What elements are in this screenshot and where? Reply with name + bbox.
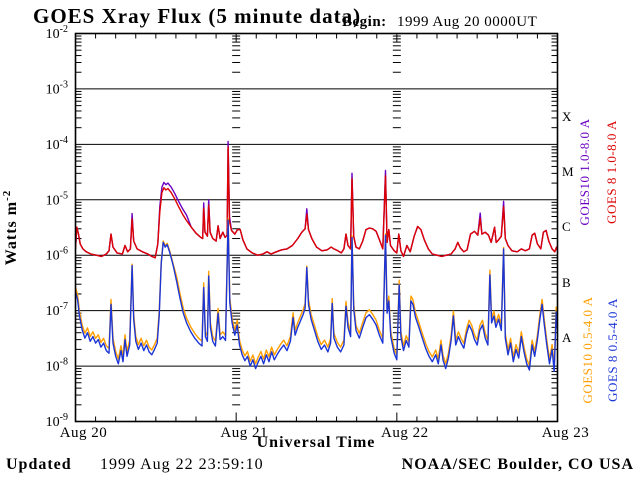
flare-class-b-label: B: [562, 275, 571, 290]
plot-frame: [74, 32, 559, 423]
x-axis-tick-label: Aug 21: [220, 425, 268, 441]
updated-timestamp: 1999 Aug 22 23:59:10: [100, 456, 264, 473]
legend-goes10-short: GOES10 0.5-4.0 A: [580, 296, 595, 403]
legend-goes8-long: GOES 8 1.0-8.0 A: [604, 120, 619, 224]
x-axis-tick-label: Aug 20: [60, 425, 108, 441]
y-axis-tick-label: 10-9: [46, 412, 68, 430]
y-axis-tick-label: 10-6: [46, 246, 68, 264]
y-axis-tick-label: 10-2: [46, 24, 68, 42]
credit-text: NOAA/SEC Boulder, CO USA: [402, 456, 634, 473]
series-line-goes8_long: [75, 146, 558, 259]
y-axis-tick-label: 10-7: [46, 301, 68, 319]
x-axis-tick-label: Aug 22: [381, 425, 429, 441]
flare-class-c-label: C: [562, 219, 571, 234]
flare-class-m-label: M: [562, 164, 574, 179]
chart-title: GOES Xray Flux (5 minute data): [33, 4, 361, 28]
begin-label: Begin:: [342, 14, 387, 30]
y-axis-tick-label: 10-3: [46, 79, 68, 97]
begin-value: 1999 Aug 20 0000UT: [397, 14, 537, 30]
y-axis-tick-label: 10-4: [46, 135, 68, 153]
legend-goes10-long: GOES10 1.0-8.0 A: [577, 118, 592, 225]
flare-class-x-label: X: [562, 109, 572, 124]
flare-class-a-label: A: [562, 330, 572, 345]
legend-goes8-short: GOES 8 0.5-4.0 A: [605, 298, 620, 402]
x-axis-tick-label: Aug 23: [542, 425, 590, 441]
x-axis-title: Universal Time: [257, 434, 376, 451]
series-line-goes8_short: [75, 219, 558, 373]
series-line-goes10_short: [75, 217, 558, 368]
updated-label: Updated: [6, 456, 72, 473]
y-axis-tick-label: 10-8: [46, 357, 68, 375]
y-axis-tick-label: 10-5: [46, 190, 68, 208]
y-axis-title: Watts m-2: [1, 190, 20, 266]
